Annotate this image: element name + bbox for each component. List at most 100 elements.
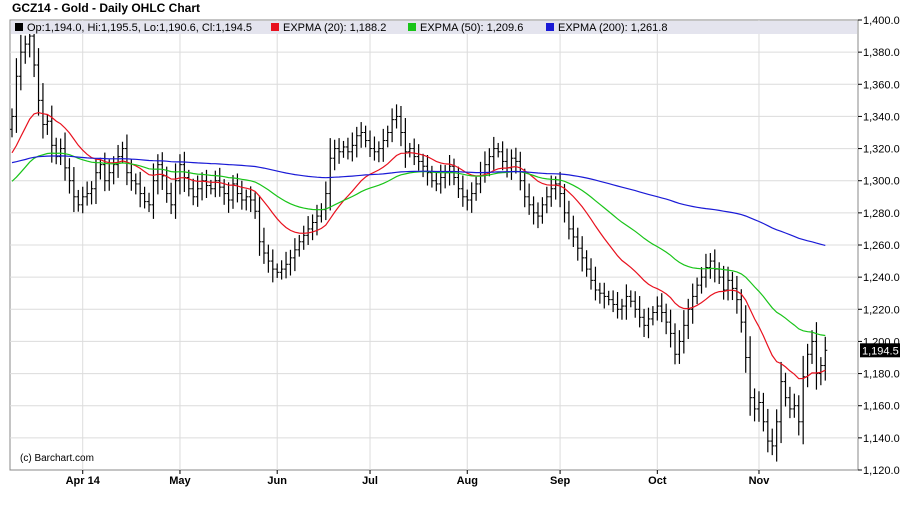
x-tick-label: Apr 14 [66,475,101,487]
last-price-box [860,343,900,358]
ohlc-bar [646,307,651,339]
ohlc-bar [686,298,691,340]
ohlc-bar [531,196,536,225]
ohlc-bar [673,323,677,365]
ohlc-bar [398,105,403,147]
ohlc-bar [549,175,554,207]
ohlc-bar [345,137,350,160]
ohlc-bar [93,159,98,205]
ohlc-bar [407,142,412,158]
ohlc-bar [642,308,647,338]
ohlc-bar [253,192,258,219]
ohlc-bar [593,266,598,301]
ohlc-bar [372,136,377,161]
ohlc-bar [231,175,235,209]
ohlc-bar [341,140,346,158]
ohlc-bar [138,171,143,208]
ohlc-legend-text: Op:1,194.0, Hi:1,195.5, Lo:1,190.6, Cl:1… [27,22,252,34]
ohlc-bar [496,142,501,158]
y-tick-label: 1,400.0 [863,15,900,27]
ohlc-bar [730,271,735,301]
ohlc-bar [681,310,686,354]
ohlc-bar [628,290,633,308]
ohlc-bar [611,290,616,313]
ohlc-bar [668,309,673,348]
ohlc-bar [421,153,426,178]
ohlc-bar [624,284,629,320]
ohlc-bar [562,183,567,223]
ohlc-bar [553,176,558,200]
ohlc-bar [695,277,700,305]
ohlc-bar [558,171,563,208]
x-axis: Apr 14 May Jun Jul Aug Sep Oct Nov [66,470,771,487]
ohlc-bar [76,189,81,212]
ohlc-bar [63,132,68,181]
ohlc-bar [633,291,638,318]
ohlc-bar [385,125,390,148]
ohlc-bar [147,192,152,213]
ohlc-bar [18,34,23,91]
ohlc-bar [288,249,293,276]
ohlc-bar [381,128,386,162]
ohlc-bar [513,147,518,174]
y-tick-label: 1,240.0 [863,272,900,284]
ohlc-bar [699,267,704,294]
ohlc-bar [575,227,580,261]
ohlc-bar [677,330,682,364]
ohlc-bar [244,189,249,211]
ohlc-bar [783,372,788,407]
ohlc-bar [142,186,147,209]
ohlc-bar [71,167,76,213]
y-tick-label: 1,160.0 [863,401,900,413]
ohlc-bar [257,195,262,256]
ohlc-bar [765,408,770,453]
ema-lines [11,111,826,380]
ohlc-bar [606,290,611,306]
x-tick-label: Nov [749,475,771,487]
ohlc-bar [584,250,589,277]
ema200-legend-text: EXPMA (200): 1,261.8 [558,22,667,34]
y-tick-label: 1,340.0 [863,111,900,123]
ema200-legend-swatch [546,23,554,31]
ohlc-bar [589,258,594,290]
ohlc-bar [169,182,174,215]
x-tick-label: May [169,475,191,487]
ohlc-bar [734,275,739,314]
ohlc-bar [85,181,90,206]
ohlc-bar [535,202,540,229]
ohlc-bar [116,144,121,178]
ohlc-bar [434,171,439,192]
ohlc-bar [376,141,381,163]
ohlc-bar [416,144,421,171]
ohlc-bar [10,108,14,138]
ohlc-bar [752,388,757,422]
ohlc-bar [23,35,28,64]
ema50-legend-text: EXPMA (50): 1,209.6 [420,22,523,34]
ohlc-bar [792,393,797,418]
ema50-legend-swatch [408,23,416,31]
y-tick-label: 1,380.0 [863,47,900,59]
ohlc-bars [10,24,828,462]
ohlc-bar [284,251,289,279]
ohlc-bar [770,428,775,456]
ohlc-bar [690,283,695,324]
ohlc-bar [129,159,134,191]
y-tick-label: 1,280.0 [863,208,900,220]
ohlc-bar [36,48,41,116]
ohlc-bar [743,305,748,373]
ohlc-bar [756,391,761,422]
ohlc-bar [301,225,306,250]
plot-area [9,19,859,471]
ohlc-bar [390,108,395,143]
vertical-gridlines [82,20,760,470]
ohlc-bar [721,265,726,300]
ohlc-bar [748,336,753,416]
ohlc-bar [368,130,373,158]
ohlc-bar [359,122,364,148]
ohlc-bar [266,244,271,273]
ohlc-bar [465,189,470,211]
ohlc-bar [527,183,532,215]
ohlc-bar [796,395,801,436]
chart-title: GCZ14 - Gold - Daily OHLC Chart [12,1,200,15]
ohlc-bar [328,138,333,211]
